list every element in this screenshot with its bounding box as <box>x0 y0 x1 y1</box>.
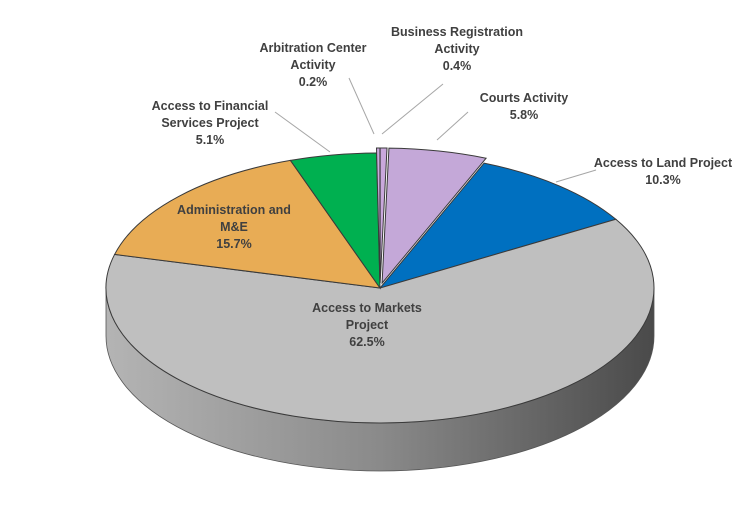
data-label-courts-activity: Courts Activity 5.8% <box>480 91 568 122</box>
pie-slice-arbitration-center-activity <box>375 147 381 284</box>
leader-line-0 <box>381 83 444 135</box>
data-label-access-to-markets-project: Access to Markets Project 62.5% <box>312 301 422 349</box>
pie-slice-courts-activity <box>381 147 488 285</box>
data-label-access-to-financial-services-project: Access to Financial Services Project 5.1% <box>152 99 269 147</box>
data-label-business-registration-activity: Business Registration Activity 0.4% <box>391 25 523 73</box>
data-label-access-to-land-project: Access to Land Project 10.3% <box>594 156 733 187</box>
pie-slice-access-to-markets-project <box>105 218 655 424</box>
data-label-arbitration-center-activity: Arbitration Center Activity 0.2% <box>260 41 367 89</box>
leader-line-5 <box>274 111 331 153</box>
leader-line-2 <box>555 169 597 183</box>
pie-slice-administration-and-m-e <box>113 159 382 289</box>
leader-line-1 <box>436 111 469 141</box>
pie-slice-access-to-land-project <box>378 162 617 289</box>
leader-line-6 <box>348 77 375 135</box>
data-label-administration-and-m-e: Administration and M&E 15.7% <box>177 203 291 251</box>
